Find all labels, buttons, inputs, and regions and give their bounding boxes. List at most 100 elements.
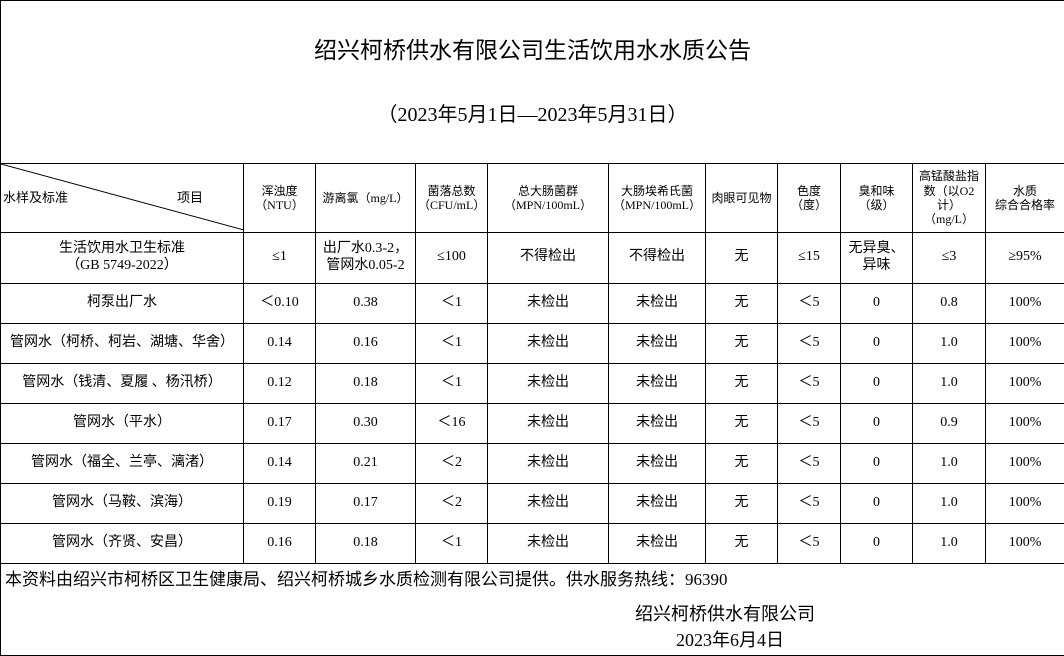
value-cell: 无 — [706, 232, 778, 283]
value-cell: ＜1 — [416, 323, 488, 363]
value-cell: 0.16 — [244, 523, 316, 563]
header-cell: 色度 （度） — [778, 164, 841, 232]
value-cell: 无 — [706, 283, 778, 323]
value-cell: 出厂水0.3-2， 管网水0.05-2 — [316, 232, 416, 283]
row-label-cell: 管网水（福全、兰亭、漓渚） — [1, 443, 244, 483]
row-label-cell: 柯泵出厂水 — [1, 283, 244, 323]
value-cell: 0.9 — [913, 403, 986, 443]
header-row: 水样及标准 项目 浑浊度 （NTU）游离氯（mg/L）菌落总数 （CFU/mL）… — [1, 164, 1064, 232]
value-cell: 未检出 — [609, 443, 706, 483]
value-cell: ＜2 — [416, 443, 488, 483]
value-cell: 不得检出 — [488, 232, 609, 283]
header-cell: 肉眼可见物 — [706, 164, 778, 232]
row-label-cell: 管网水（马鞍、滨海） — [1, 483, 244, 523]
value-cell: 未检出 — [609, 363, 706, 403]
row-label-cell: 管网水（齐贤、安昌） — [1, 523, 244, 563]
value-cell: ＜1 — [416, 283, 488, 323]
value-cell: 0 — [841, 443, 913, 483]
value-cell: 100% — [986, 443, 1064, 483]
value-cell: 未检出 — [488, 443, 609, 483]
value-cell: 未检出 — [609, 483, 706, 523]
value-cell: ≥95% — [986, 232, 1064, 283]
value-cell: 未检出 — [609, 403, 706, 443]
value-cell: 0 — [841, 323, 913, 363]
value-cell: 0.30 — [316, 403, 416, 443]
footer-company: 绍兴柯桥供水有限公司 — [635, 604, 815, 626]
value-cell: ＜0.10 — [244, 283, 316, 323]
value-cell: ＜1 — [416, 363, 488, 403]
value-cell: 无异臭、 异味 — [841, 232, 913, 283]
value-cell: ＜5 — [778, 363, 841, 403]
col-label: 项目 — [177, 190, 203, 206]
value-cell: 无 — [706, 443, 778, 483]
value-cell: 0.12 — [244, 363, 316, 403]
value-cell: 0 — [841, 363, 913, 403]
value-cell: ＜5 — [778, 283, 841, 323]
value-cell: 0.18 — [316, 523, 416, 563]
title-row: 绍兴柯桥供水有限公司生活饮用水水质公告 （2023年5月1日—2023年5月31… — [1, 1, 1064, 164]
value-cell: 100% — [986, 363, 1064, 403]
value-cell: 0.14 — [244, 443, 316, 483]
value-cell: 未检出 — [488, 323, 609, 363]
title: 绍兴柯桥供水有限公司生活饮用水水质公告 — [3, 34, 1062, 67]
value-cell: 100% — [986, 323, 1064, 363]
value-cell: 未检出 — [488, 483, 609, 523]
value-cell: 1.0 — [913, 323, 986, 363]
page: 绍兴柯桥供水有限公司生活饮用水水质公告 （2023年5月1日—2023年5月31… — [0, 0, 1064, 576]
value-cell: 无 — [706, 323, 778, 363]
value-cell: 未检出 — [488, 363, 609, 403]
value-cell: 0.18 — [316, 363, 416, 403]
value-cell: 1.0 — [913, 483, 986, 523]
row-label-cell: 管网水（钱清、夏履 、杨汛桥） — [1, 363, 244, 403]
header-cell: 大肠埃希氏菌 （MPN/100mL） — [609, 164, 706, 232]
value-cell: ＜5 — [778, 323, 841, 363]
value-cell: 无 — [706, 523, 778, 563]
header-cell: 菌落总数 （CFU/mL） — [416, 164, 488, 232]
header-cell: 总大肠菌群 （MPN/100mL） — [488, 164, 609, 232]
footer-row: 本资料由绍兴市柯桥区卫生健康局、绍兴柯桥城乡水质检测有限公司提供。供水服务热线：… — [1, 563, 1064, 655]
footer-cell: 本资料由绍兴市柯桥区卫生健康局、绍兴柯桥城乡水质检测有限公司提供。供水服务热线：… — [1, 563, 1064, 655]
value-cell: 0.14 — [244, 323, 316, 363]
value-cell: ≤15 — [778, 232, 841, 283]
value-cell: ＜5 — [778, 403, 841, 443]
corner-cell: 水样及标准 项目 — [1, 164, 244, 232]
value-cell: 0.38 — [316, 283, 416, 323]
value-cell: ＜1 — [416, 523, 488, 563]
value-cell: 0.17 — [244, 403, 316, 443]
row-label-cell: 管网水（柯桥、柯岩、湖塘、华舍） — [1, 323, 244, 363]
value-cell: 0 — [841, 523, 913, 563]
footer-note: 本资料由绍兴市柯桥区卫生健康局、绍兴柯桥城乡水质检测有限公司提供。供水服务热线：… — [5, 570, 728, 590]
value-cell: 0.17 — [316, 483, 416, 523]
value-cell: 未检出 — [609, 323, 706, 363]
value-cell: 无 — [706, 483, 778, 523]
row-label-cell: 管网水（平水） — [1, 403, 244, 443]
value-cell: 无 — [706, 403, 778, 443]
value-cell: 100% — [986, 523, 1064, 563]
row-label-cell: 生活饮用水卫生标准 （GB 5749-2022） — [1, 232, 244, 283]
value-cell: 未检出 — [488, 523, 609, 563]
value-cell: 无 — [706, 363, 778, 403]
value-cell: 0.16 — [316, 323, 416, 363]
header-cell: 浑浊度 （NTU） — [244, 164, 316, 232]
header-cell: 水质 综合合格率 — [986, 164, 1064, 232]
value-cell: 未检出 — [609, 283, 706, 323]
row-label: 水样及标准 — [3, 190, 68, 206]
value-cell: 0.19 — [244, 483, 316, 523]
subtitle: （2023年5月1日—2023年5月31日） — [3, 101, 1062, 130]
value-cell: ＜5 — [778, 483, 841, 523]
value-cell: ≤3 — [913, 232, 986, 283]
value-cell: 未检出 — [488, 403, 609, 443]
value-cell: ≤100 — [416, 232, 488, 283]
value-cell: 1.0 — [913, 523, 986, 563]
footer-date: 2023年6月4日 — [676, 630, 784, 652]
